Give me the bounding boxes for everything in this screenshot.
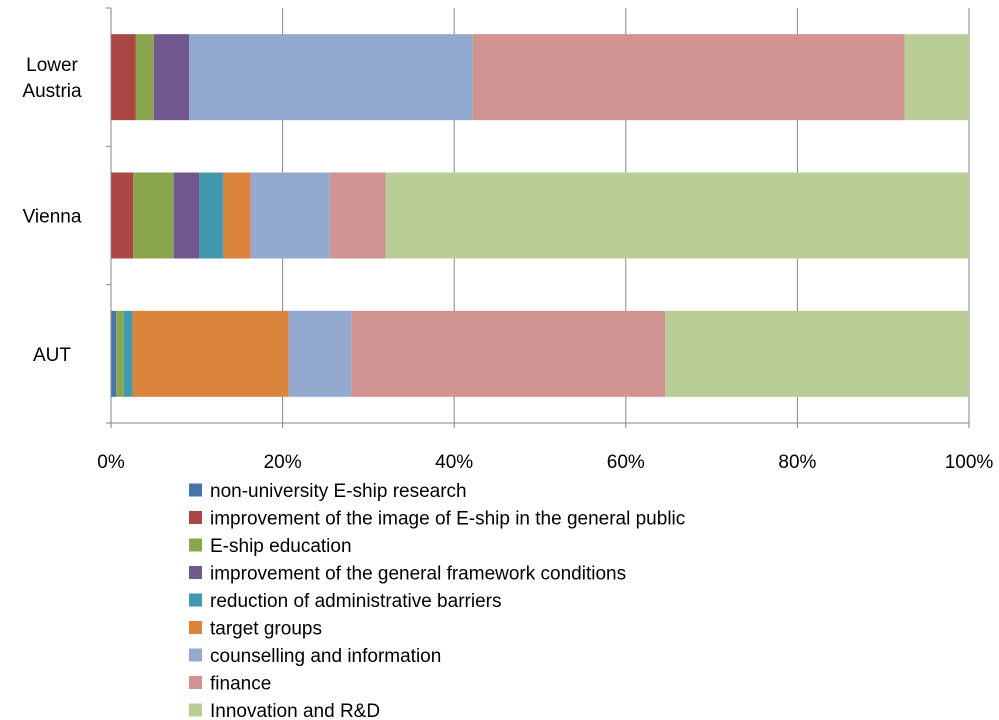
legend-label: counselling and information [210, 646, 441, 667]
bar-non-university-e-ship-research [111, 310, 117, 397]
legend-item: target groups [189, 619, 322, 640]
category-label: Lower [26, 55, 78, 76]
bar-improvement-of-the-image-of-e-ship-in-the-general-public [111, 172, 134, 259]
legend-label: Innovation and R&D [210, 701, 380, 720]
legend-swatch [189, 566, 202, 579]
bar-target-groups [132, 310, 289, 397]
legend-item: reduction of administrative barriers [189, 591, 501, 612]
x-tick-label: 80% [778, 452, 816, 473]
bar-counselling-and-information [288, 310, 352, 397]
x-tick-label: 0% [97, 452, 125, 473]
legend-item: improvement of the image of E-ship in th… [189, 509, 685, 530]
x-tick-label: 60% [607, 452, 645, 473]
legend-label: non-university E-ship research [210, 481, 467, 502]
bar-improvement-of-the-image-of-e-ship-in-the-general-public [111, 34, 136, 121]
legend-label: target groups [210, 619, 322, 640]
category-label: Vienna [23, 207, 82, 228]
bar-counselling-and-information [189, 34, 473, 121]
legend-item: Innovation and R&D [189, 701, 380, 720]
bar-reduction-of-administrative-barriers [199, 172, 224, 259]
bar-reduction-of-administrative-barriers [123, 310, 133, 397]
bar-finance [329, 172, 386, 259]
x-tick-label: 100% [945, 452, 994, 473]
category-label: Austria [22, 81, 82, 102]
legend-item: non-university E-ship research [189, 481, 467, 502]
bar-innovation-and-randd [904, 34, 969, 121]
legend-label: finance [210, 674, 271, 695]
bar-finance [351, 310, 666, 397]
legend-swatch [189, 483, 202, 497]
bar-e-ship-education [135, 34, 154, 121]
legend-label: reduction of administrative barriers [210, 591, 501, 612]
axes [110, 8, 969, 424]
legend-label: improvement of the general framework con… [210, 564, 626, 585]
bars [111, 34, 969, 397]
bar-e-ship-education [116, 310, 124, 397]
bar-improvement-of-the-general-framework-conditions [173, 172, 200, 259]
category-labels: Lower Austria Vienna AUT [22, 7, 111, 424]
legend-label: improvement of the image of E-ship in th… [210, 509, 685, 530]
legend-item: E-ship education [189, 536, 352, 557]
legend-item: finance [189, 674, 271, 695]
category-label: AUT [33, 345, 71, 366]
bar-finance [472, 34, 905, 121]
legend-swatch [189, 703, 202, 717]
legend-swatch [189, 593, 202, 607]
bar-innovation-and-randd [665, 310, 969, 397]
legend-swatch [189, 538, 202, 552]
bar-counselling-and-information [250, 172, 330, 259]
legend-swatch [189, 676, 202, 689]
legend-swatch [189, 511, 202, 524]
legend-swatch [189, 621, 202, 634]
legend-label: E-ship education [210, 536, 352, 557]
x-tick-labels: 0% 20% 40% 60% 80% 100% [97, 423, 993, 473]
legend-item: counselling and information [189, 646, 441, 667]
x-tick-label: 20% [264, 452, 302, 473]
bar-innovation-and-randd [385, 172, 969, 259]
bar-e-ship-education [133, 172, 174, 259]
legend-item: improvement of the general framework con… [189, 564, 626, 585]
bar-target-groups [223, 172, 251, 259]
x-tick-label: 40% [435, 452, 473, 473]
legend: non-university E-ship research improvemen… [189, 481, 685, 720]
legend-swatch [189, 648, 202, 662]
bar-improvement-of-the-general-framework-conditions [153, 34, 189, 121]
